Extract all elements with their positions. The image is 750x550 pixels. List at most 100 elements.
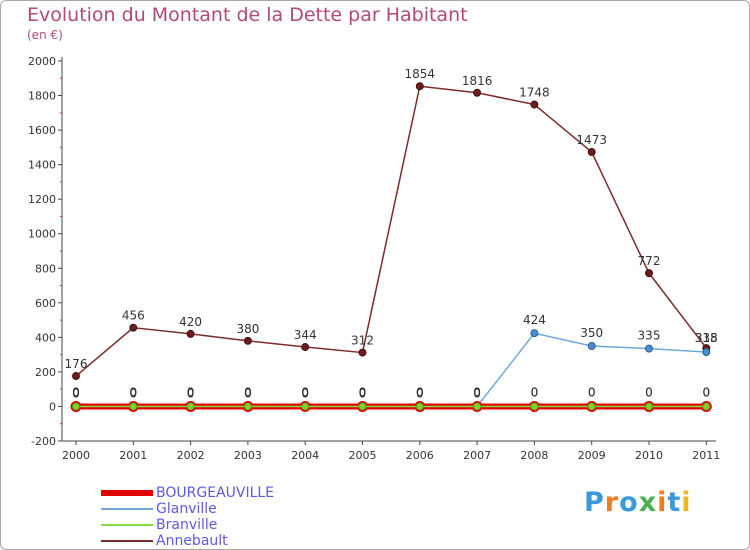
data-label: 0 (187, 385, 195, 399)
data-label: 0 (244, 385, 252, 399)
data-label: 424 (523, 313, 546, 327)
data-point (415, 82, 424, 91)
data-label: 0 (531, 385, 539, 399)
data-label: 1854 (405, 67, 436, 81)
x-tick-label: 2004 (291, 449, 319, 462)
data-point (587, 402, 596, 411)
data-label: 0 (301, 385, 309, 399)
data-label: 1748 (519, 86, 550, 100)
data-point (301, 343, 310, 352)
data-label: 0 (531, 385, 539, 399)
data-label: 0 (359, 385, 367, 399)
data-label: 0 (416, 386, 424, 400)
x-tick-label: 2005 (349, 449, 377, 462)
y-tick-label: 600 (35, 297, 56, 310)
data-label: 0 (473, 385, 481, 399)
data-label: 0 (187, 385, 195, 399)
x-tick-label: 2007 (463, 449, 491, 462)
data-label: 0 (359, 385, 367, 399)
chart-subtitle: (en €) (27, 28, 63, 42)
data-point (72, 372, 80, 381)
data-point (358, 348, 367, 357)
data-point (702, 402, 711, 411)
logo-letter: i (657, 487, 668, 518)
logo-letter: t (667, 487, 682, 518)
y-tick-label: -200 (31, 435, 56, 448)
data-point (587, 342, 596, 350)
legend-label: Annebault (156, 533, 228, 549)
data-label: 0 (702, 385, 710, 399)
data-point (645, 269, 653, 278)
y-tick-label: 1000 (28, 228, 56, 241)
data-label: 0 (473, 385, 481, 399)
legend-swatch (101, 524, 153, 526)
data-label: 0 (301, 385, 309, 399)
x-tick-label: 2011 (692, 449, 720, 462)
data-label: 350 (580, 326, 603, 340)
legend-swatch (101, 540, 153, 542)
data-label: 0 (72, 386, 80, 400)
series-annebault (72, 82, 711, 381)
legend-label: Branville (156, 517, 218, 533)
data-label: 0 (129, 385, 137, 399)
data-point (358, 402, 367, 411)
logo-letter: P (584, 487, 605, 518)
x-tick-label: 2000 (62, 449, 90, 462)
proxiti-logo: Proxiti (584, 487, 692, 518)
y-tick-label: 1600 (28, 124, 56, 137)
legend-label: Glanville (156, 501, 217, 517)
data-point (645, 344, 653, 353)
data-label: 0 (72, 385, 80, 399)
data-label: 0 (244, 386, 252, 400)
data-label: 0 (187, 386, 195, 400)
data-point (243, 336, 252, 345)
data-label: 0 (359, 386, 367, 400)
data-label: 335 (638, 329, 661, 343)
data-point (72, 402, 80, 411)
data-label: 0 (645, 385, 653, 399)
x-tick-label: 2008 (520, 449, 548, 462)
series-glanville (72, 329, 711, 411)
chart-title: Evolution du Montant de la Dette par Hab… (27, 4, 468, 26)
data-point (645, 402, 653, 411)
y-tick-label: 2000 (28, 55, 56, 68)
series-branville (72, 402, 711, 411)
x-tick-label: 2003 (234, 449, 262, 462)
data-point (415, 402, 424, 411)
data-label: 456 (122, 309, 145, 323)
data-label: 772 (638, 254, 661, 268)
data-label: 0 (416, 385, 424, 399)
data-label: 380 (236, 322, 259, 336)
data-label: 0 (702, 385, 710, 399)
data-point (129, 402, 138, 411)
data-point (530, 402, 539, 411)
series-line-glanville (76, 332, 707, 408)
data-label: 0 (416, 385, 424, 399)
logo-letter: x (638, 487, 658, 518)
legend-swatch (101, 508, 153, 510)
data-point (530, 100, 539, 109)
x-tick-label: 2006 (406, 449, 434, 462)
data-label: 1473 (576, 133, 607, 147)
data-point (473, 402, 482, 411)
data-label: 0 (244, 385, 252, 399)
data-label: 0 (588, 385, 596, 399)
data-point (530, 329, 539, 338)
data-label: 312 (351, 334, 374, 348)
y-tick-label: 1200 (28, 193, 56, 206)
data-label: 0 (129, 385, 137, 399)
logo-letter: i (681, 487, 692, 518)
data-label: 0 (645, 385, 653, 399)
y-tick-label: 1400 (28, 159, 56, 172)
legend-swatch (101, 490, 153, 496)
data-point (186, 329, 195, 338)
data-point (473, 88, 482, 97)
x-tick-label: 2009 (578, 449, 606, 462)
data-point (243, 402, 252, 411)
data-label: 420 (179, 315, 202, 329)
data-label: 0 (473, 386, 481, 400)
x-tick-label: 2001 (119, 449, 147, 462)
data-label: 0 (301, 386, 309, 400)
